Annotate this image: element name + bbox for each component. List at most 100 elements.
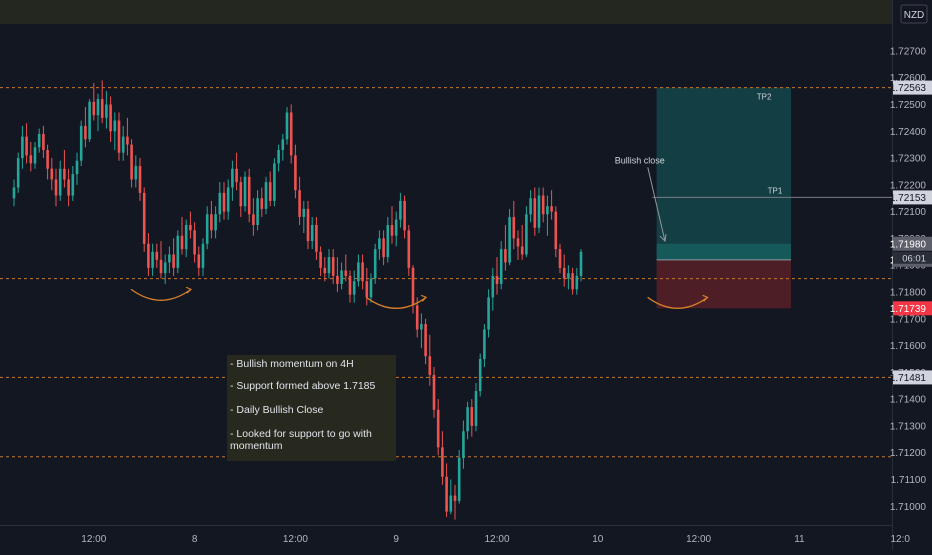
candle-body: [289, 112, 293, 156]
candle-body: [483, 329, 486, 359]
price-tick: 1.71100: [891, 475, 927, 486]
support-arc-head: [185, 286, 192, 294]
candle-body: [399, 200, 402, 220]
candle-body: [457, 458, 461, 501]
candle-body: [478, 358, 482, 392]
price-tick: 1.72600: [890, 73, 927, 84]
candle-body: [294, 155, 297, 191]
candle-body: [327, 257, 331, 274]
candle-body: [407, 230, 411, 268]
top-bar: [0, 0, 892, 24]
candle-body: [550, 206, 553, 212]
candle-body: [504, 249, 507, 263]
candle-body: [67, 179, 70, 196]
bullish-close-arrow: [647, 167, 666, 242]
price-label: 1.71980: [890, 239, 927, 250]
candle-body: [474, 391, 478, 426]
price-label-bg: [893, 236, 932, 251]
price-tick: 1.71200: [890, 448, 927, 459]
candle-body: [558, 249, 562, 268]
candle-body: [365, 281, 369, 298]
candle-body: [579, 251, 583, 276]
support-arc[interactable]: [130, 288, 192, 301]
bullish-close-label: Bullish close: [615, 155, 665, 165]
time-tick: 12:00: [283, 534, 308, 545]
currency-badge[interactable]: NZD: [900, 4, 928, 24]
candle-body: [554, 211, 558, 250]
candle-body: [243, 176, 247, 207]
candle-body: [12, 187, 16, 199]
price-label-bg: [893, 190, 932, 205]
candle-body: [205, 214, 209, 244]
candle-body: [546, 206, 549, 215]
candle-body: [189, 225, 192, 231]
candle-body: [310, 225, 314, 242]
note-line: - Daily Bullish Close: [230, 404, 324, 416]
time-axis[interactable]: 12:00 8 12:00 9 12:00 10 12:00 11 12:0: [81, 534, 910, 545]
price-tick: 1.72500: [890, 100, 927, 111]
candle-body: [512, 216, 516, 239]
note-line: - Looked for support to go with momentum: [230, 428, 372, 452]
candle-body: [432, 375, 436, 410]
candle-body: [226, 187, 230, 212]
candle-body: [218, 192, 222, 215]
candle-body: [382, 238, 385, 258]
support-arc[interactable]: [365, 296, 427, 309]
profit-zone[interactable]: [656, 87, 791, 260]
candle-body: [453, 495, 457, 501]
candle-body: [344, 270, 348, 276]
loss-zone[interactable]: [656, 259, 791, 309]
candle-body: [16, 158, 20, 188]
candle-body: [50, 168, 54, 180]
candle-body: [306, 208, 310, 242]
price-tick: 1.72200: [890, 180, 927, 191]
candle-body: [298, 190, 301, 217]
candle-body: [520, 246, 524, 255]
price-tick: 1.72300: [890, 154, 927, 165]
candle-body: [231, 168, 234, 188]
candle-body: [441, 447, 444, 477]
support-arc-head: [702, 294, 709, 302]
price-tick: 1.71400: [890, 395, 927, 406]
candle-body: [151, 251, 154, 268]
annotations: Bullish close - Bullish momentum on 4H - S…: [130, 155, 709, 461]
candle-body: [487, 297, 490, 330]
price-tick: 1.72100: [890, 207, 927, 218]
candle-body: [260, 198, 264, 209]
price-axis[interactable]: 1.72700 1.72600 1.72500 1.72400 1.72300 1.722…: [890, 46, 932, 513]
candle-body: [537, 195, 541, 228]
candles: [12, 80, 583, 520]
note-line: - Support formed above 1.7185: [230, 380, 376, 392]
note-box[interactable]: [227, 355, 396, 461]
candle-body: [340, 270, 343, 284]
candle-body: [357, 262, 360, 282]
candle-body: [285, 112, 289, 140]
candle-body: [336, 275, 339, 284]
candle-body: [197, 254, 201, 268]
support-arc-head: [420, 294, 428, 302]
candle-body: [571, 273, 574, 290]
candle-body: [445, 476, 448, 512]
candle-body: [79, 125, 83, 161]
price-tick: 1.71700: [890, 314, 927, 325]
candle-body: [159, 259, 163, 274]
candle-body: [277, 150, 280, 164]
candle-body: [319, 251, 322, 268]
candle-body: [361, 262, 364, 282]
candle-body: [113, 120, 117, 132]
candle-body: [348, 275, 352, 295]
candle-body: [214, 214, 217, 231]
candle-body: [168, 254, 171, 263]
price-label: 1.71739: [890, 304, 927, 315]
support-arc[interactable]: [647, 296, 708, 309]
price-tick: 1.71000: [890, 502, 927, 513]
candle-body: [147, 243, 150, 268]
horizontal-levels: [0, 87, 892, 458]
candle-body: [495, 275, 499, 284]
candle-body: [117, 120, 121, 153]
candle-body: [256, 198, 259, 225]
countdown-bg: [893, 251, 932, 264]
